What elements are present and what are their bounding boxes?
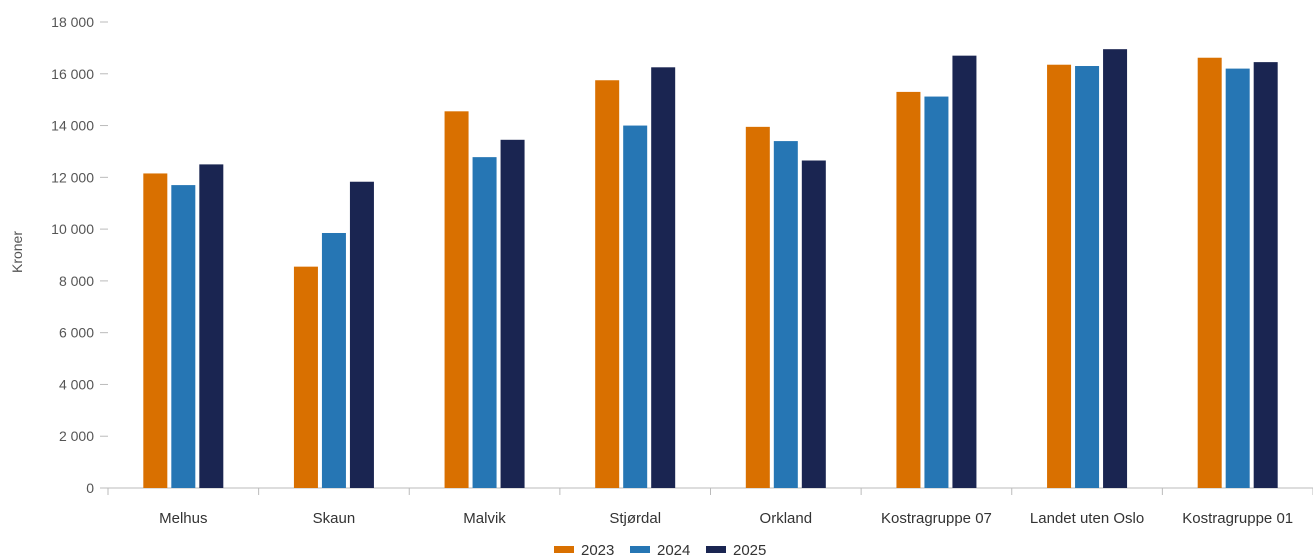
y-tick-label: 4 000: [59, 376, 94, 392]
x-tick-label: Stjørdal: [609, 510, 661, 527]
y-tick-label: 14 000: [51, 118, 94, 134]
legend-swatch-2025: [706, 546, 726, 553]
y-tick-label: 16 000: [51, 66, 94, 82]
x-tick-label: Kostragruppe 01: [1182, 510, 1293, 527]
x-axis: [107, 487, 1313, 495]
bar-2023-6: [1047, 64, 1072, 488]
x-tick-label: Landet uten Oslo: [1030, 510, 1144, 527]
y-axis-title: Kroner: [9, 231, 25, 273]
bar-2025-4: [801, 160, 826, 488]
bar-2024-5: [924, 96, 949, 488]
bar-2024-3: [623, 125, 648, 489]
legend-swatch-2024: [630, 546, 650, 553]
y-tick-label: 0: [86, 480, 94, 496]
bar-2025-3: [651, 67, 676, 489]
bar-2025-7: [1253, 62, 1278, 488]
bar-2024-1: [321, 232, 346, 488]
legend-swatch-2023: [554, 546, 574, 553]
bar-2024-4: [773, 141, 798, 489]
y-tick-label: 10 000: [51, 221, 94, 237]
bar-2025-0: [199, 164, 224, 488]
bar-2023-5: [896, 91, 921, 489]
y-axis-ticks: 0 2 000 4 000 6 000 8 000 10 000 12 000 14 000 1…: [51, 14, 108, 496]
x-tick-label: Malvik: [463, 510, 506, 527]
y-tick-label: 2 000: [59, 428, 94, 444]
bar-2023-0: [143, 173, 168, 488]
x-tick-label: Orkland: [760, 510, 813, 527]
x-tick-label: Skaun: [313, 510, 356, 527]
bar-2024-2: [472, 157, 497, 488]
legend-label: 2023: [581, 542, 614, 557]
y-tick-label: 6 000: [59, 325, 94, 341]
legend-label: 2025: [733, 542, 766, 557]
bar-2023-2: [444, 111, 469, 489]
x-tick-label: Melhus: [159, 510, 207, 527]
bar-2023-3: [595, 80, 620, 488]
bar-2025-6: [1103, 49, 1128, 488]
x-axis-labels: Melhus Skaun Malvik Stjørdal Orkland Kostragr…: [159, 510, 1293, 527]
legend-label: 2024: [657, 542, 690, 557]
bar-2023-7: [1197, 57, 1222, 489]
bar-2023-4: [745, 126, 770, 488]
y-tick-label: 12 000: [51, 169, 94, 185]
bar-2024-7: [1225, 68, 1250, 488]
y-axis-title-group: Kroner: [9, 231, 25, 273]
x-tick-label: Kostragruppe 07: [881, 510, 992, 527]
bar-2023-1: [293, 266, 318, 488]
legend: 2023 2024 2025: [554, 542, 766, 557]
bar-2025-5: [952, 55, 977, 489]
bar-2025-1: [349, 181, 374, 489]
bar-2024-6: [1075, 66, 1100, 488]
y-tick-label: 8 000: [59, 273, 94, 289]
bars: [143, 49, 1278, 489]
y-tick-label: 18 000: [51, 14, 94, 30]
bar-2024-0: [171, 185, 196, 488]
bar-2025-2: [500, 139, 525, 489]
